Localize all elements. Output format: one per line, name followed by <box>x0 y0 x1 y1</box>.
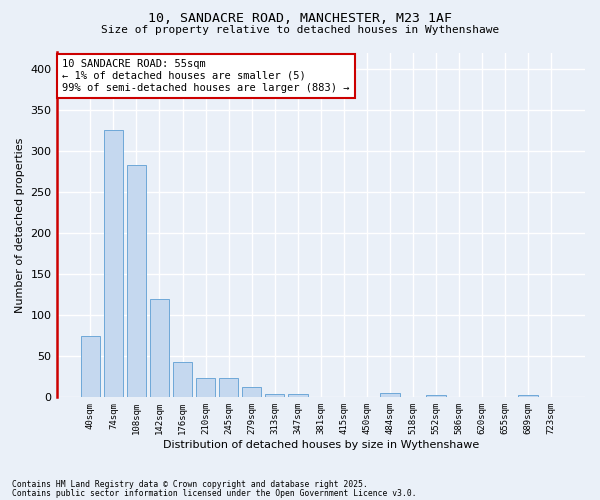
Text: Contains HM Land Registry data © Crown copyright and database right 2025.: Contains HM Land Registry data © Crown c… <box>12 480 368 489</box>
Bar <box>196 378 215 398</box>
Text: Contains public sector information licensed under the Open Government Licence v3: Contains public sector information licen… <box>12 489 416 498</box>
Bar <box>265 394 284 398</box>
Bar <box>173 362 193 398</box>
Bar <box>380 393 400 398</box>
X-axis label: Distribution of detached houses by size in Wythenshawe: Distribution of detached houses by size … <box>163 440 479 450</box>
Text: 10, SANDACRE ROAD, MANCHESTER, M23 1AF: 10, SANDACRE ROAD, MANCHESTER, M23 1AF <box>148 12 452 26</box>
Text: Size of property relative to detached houses in Wythenshawe: Size of property relative to detached ho… <box>101 25 499 35</box>
Bar <box>288 394 308 398</box>
Bar <box>149 299 169 398</box>
Bar <box>219 378 238 398</box>
Bar <box>518 395 538 398</box>
Bar <box>104 130 123 398</box>
Bar <box>127 165 146 398</box>
Y-axis label: Number of detached properties: Number of detached properties <box>15 137 25 312</box>
Bar <box>426 395 446 398</box>
Text: 10 SANDACRE ROAD: 55sqm
← 1% of detached houses are smaller (5)
99% of semi-deta: 10 SANDACRE ROAD: 55sqm ← 1% of detached… <box>62 60 349 92</box>
Bar <box>242 388 262 398</box>
Bar <box>80 336 100 398</box>
